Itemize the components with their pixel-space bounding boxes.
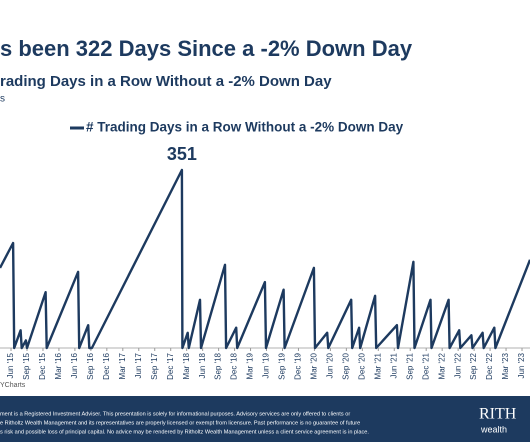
logo: RITH	[479, 406, 517, 423]
x-tick-label: Sep '22	[469, 352, 478, 379]
x-tick-label: Mar '23	[501, 352, 510, 379]
x-tick-label: Dec '17	[166, 352, 175, 379]
logo-sub: wealth	[480, 424, 507, 434]
x-tick-label: Jun '16	[70, 352, 79, 378]
footer-band	[0, 396, 530, 442]
chart-title: s been 322 Days Since a -2% Down Day	[0, 36, 413, 61]
x-tick-label: Sep '17	[150, 352, 159, 379]
x-tick-label: Jun '21	[389, 352, 398, 378]
x-tick-label: Jun '20	[326, 352, 335, 378]
chart-subtitle: rading Days in a Row Without a -2% Down …	[0, 73, 332, 90]
units-note: s	[0, 94, 5, 105]
x-tick-label: Sep '20	[341, 352, 350, 379]
x-tick-label: Sep '19	[278, 352, 287, 379]
x-tick-label: Jun '18	[198, 352, 207, 378]
x-tick-label: Sep '18	[214, 352, 223, 379]
x-tick-label: Mar '19	[246, 352, 255, 379]
source: YCharts	[0, 382, 26, 389]
x-tick-label: Dec '20	[357, 352, 366, 379]
x-tick-label: Sep '16	[86, 352, 95, 379]
disclaimer-line: s risk and possible loss of principal ca…	[0, 429, 369, 435]
x-tick-label: Jun '19	[262, 352, 271, 378]
x-tick-label: Sep '15	[22, 352, 31, 379]
x-tick-label: Jun '15	[6, 352, 15, 378]
x-tick-label: Dec '19	[294, 352, 303, 379]
x-tick-label: Jun '22	[453, 352, 462, 378]
x-tick-label: Mar '20	[310, 352, 319, 379]
x-tick-label: Dec '15	[38, 352, 47, 379]
x-tick-label: Mar '22	[437, 352, 446, 379]
x-tick-label: Jun '17	[134, 352, 143, 378]
x-tick-label: Sep '21	[405, 352, 414, 379]
x-tick-label: Dec '22	[485, 352, 494, 379]
legend-label: # Trading Days in a Row Without a -2% Do…	[86, 120, 404, 135]
x-tick-label: Dec '18	[230, 352, 239, 379]
x-tick-label: Dec '16	[102, 352, 111, 379]
disclaimer-line: e Ritholtz Wealth Management and its rep…	[0, 420, 360, 426]
disclaimer-line: ment is a Registered Investment Adviser.…	[0, 411, 350, 417]
peak-annotation: 351	[167, 144, 197, 164]
x-tick-label: Jun '23	[517, 352, 526, 378]
x-tick-label: Dec '21	[421, 352, 430, 379]
line-series	[0, 168, 530, 350]
x-tick-label: Mar '18	[182, 352, 191, 379]
x-tick-label: Mar '16	[54, 352, 63, 379]
x-tick-label: Mar '17	[118, 352, 127, 379]
x-tick-label: Mar '21	[373, 352, 382, 379]
